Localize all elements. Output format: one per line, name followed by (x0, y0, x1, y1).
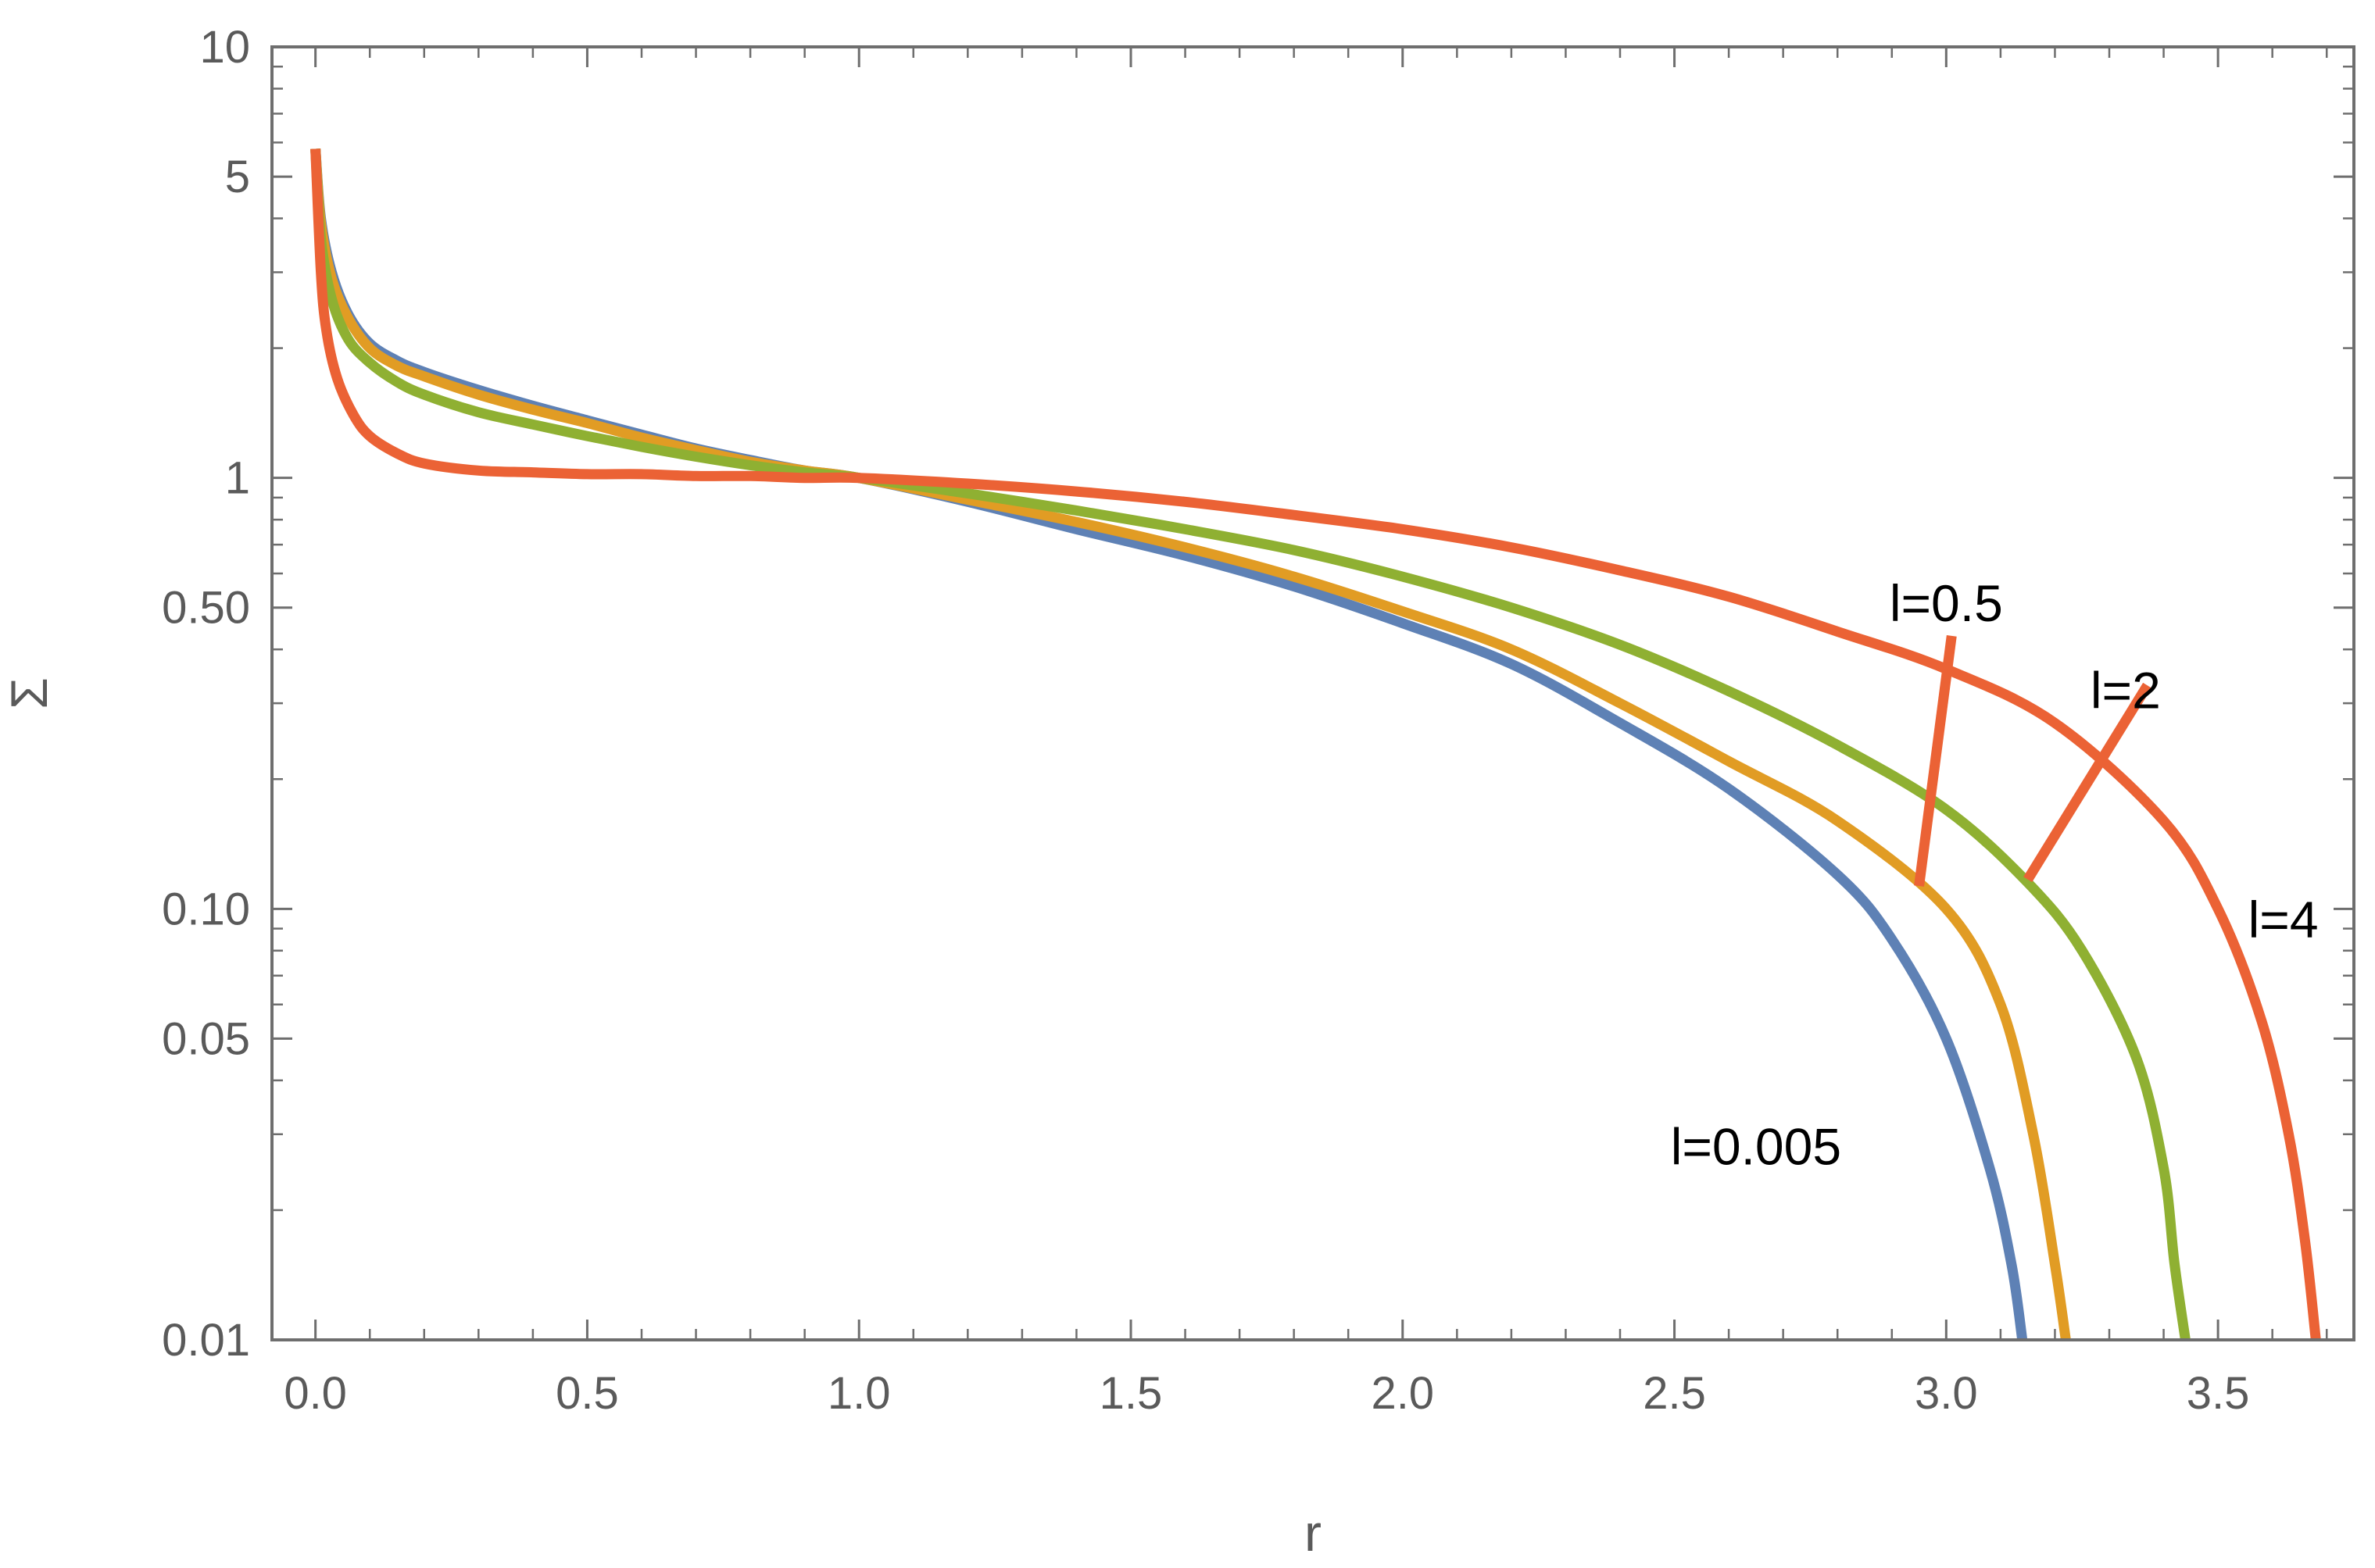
series-line-l-2 (310, 148, 2191, 1341)
x-tick-label: 0.5 (556, 1368, 619, 1419)
annotation-label: l=0.005 (1671, 1117, 1841, 1175)
plot-frame (270, 45, 2355, 1341)
leader-line-l-0-5 (1914, 635, 1957, 887)
x-tick-label: 2.0 (1371, 1368, 1434, 1419)
y-axis-label: Σ (0, 677, 58, 709)
annotation-layer: l=0.005 l=0.5 l=2 l=4 (1671, 574, 2319, 1175)
x-tick-label: 3.0 (1915, 1368, 1978, 1419)
y-tick-label: 0.50 (162, 583, 250, 634)
series-line-l-4 (310, 148, 2321, 1341)
x-tick-label: 0.0 (284, 1368, 347, 1419)
annotation-label: l=2 (2091, 662, 2161, 720)
series-layer (310, 148, 2321, 1341)
labels-layer: 0.0 0.5 1.0 1.5 2.0 2.5 3.0 3.5 10 5 1 0.50 0.10 0.05… (162, 22, 2249, 1419)
y-tick-label: 0.10 (162, 884, 250, 934)
x-tick-label: 3.5 (2187, 1368, 2250, 1419)
x-tick-label: 1.0 (828, 1368, 891, 1419)
annotation-label: l=0.5 (1890, 574, 2003, 632)
x-tick-label: 1.5 (1100, 1368, 1163, 1419)
y-tick-label: 0.01 (162, 1315, 250, 1366)
leader-line-l-2 (2023, 682, 2152, 883)
leader-layer (1914, 635, 2152, 887)
y-tick-label: 5 (225, 152, 250, 202)
annotation-label: l=4 (2248, 891, 2319, 948)
y-tick-label: 10 (199, 22, 250, 73)
x-tick-label: 2.5 (1643, 1368, 1706, 1419)
ticks-layer (272, 45, 2354, 1341)
y-tick-label: 1 (225, 453, 250, 504)
y-tick-label: 0.05 (162, 1013, 250, 1064)
x-axis-label: r (1304, 1504, 1322, 1562)
series-line-l-0-5 (310, 148, 2071, 1341)
